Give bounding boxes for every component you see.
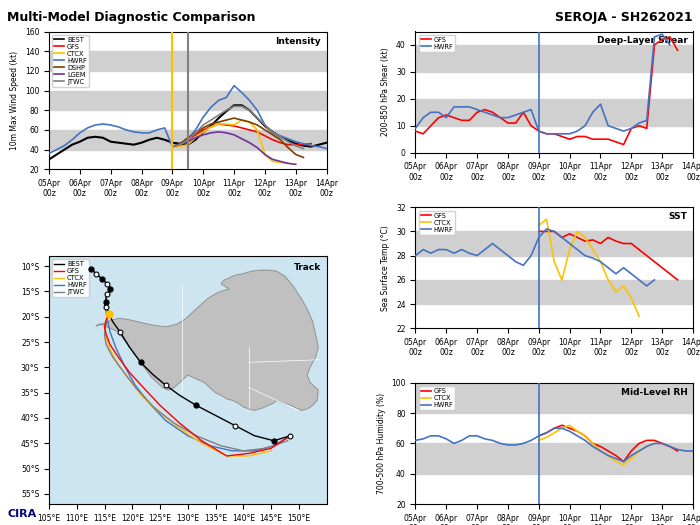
Bar [415, 45, 693, 72]
Legend: GFS, CTCX, HWRF: GFS, CTCX, HWRF [419, 386, 455, 410]
Bar [415, 383, 693, 413]
Bar [415, 444, 693, 474]
Text: SEROJA - SH262021: SEROJA - SH262021 [555, 10, 693, 24]
Bar [49, 90, 327, 110]
Bar [49, 51, 327, 71]
Text: Track: Track [294, 264, 321, 272]
Bar [415, 99, 693, 125]
Text: Multi-Model Diagnostic Comparison: Multi-Model Diagnostic Comparison [7, 10, 256, 24]
Text: SST: SST [668, 212, 687, 221]
Bar [415, 232, 693, 256]
Legend: BEST, GFS, CTCX, HWRF, DSHP, LGEM, JTWC: BEST, GFS, CTCX, HWRF, DSHP, LGEM, JTWC [52, 35, 89, 87]
Y-axis label: 700-500 hPa Humidity (%): 700-500 hPa Humidity (%) [377, 393, 386, 494]
Text: Deep-Layer Shear: Deep-Layer Shear [596, 36, 687, 45]
Text: Intensity: Intensity [275, 37, 321, 46]
Bar [49, 130, 327, 150]
Y-axis label: Sea Surface Temp (°C): Sea Surface Temp (°C) [382, 225, 391, 311]
Text: Mid-Level RH: Mid-Level RH [621, 387, 687, 397]
Legend: GFS, CTCX, HWRF: GFS, CTCX, HWRF [419, 211, 455, 235]
Bar [415, 280, 693, 304]
Y-axis label: 200-850 hPa Shear (kt): 200-850 hPa Shear (kt) [382, 48, 391, 136]
Y-axis label: 10m Max Wind Speed (kt): 10m Max Wind Speed (kt) [10, 51, 19, 150]
Polygon shape [96, 270, 318, 411]
Legend: BEST, GFS, CTCX, HWRF, JTWC: BEST, GFS, CTCX, HWRF, JTWC [52, 259, 89, 297]
Text: CIRA: CIRA [7, 509, 36, 519]
Legend: GFS, HWRF: GFS, HWRF [419, 35, 455, 52]
